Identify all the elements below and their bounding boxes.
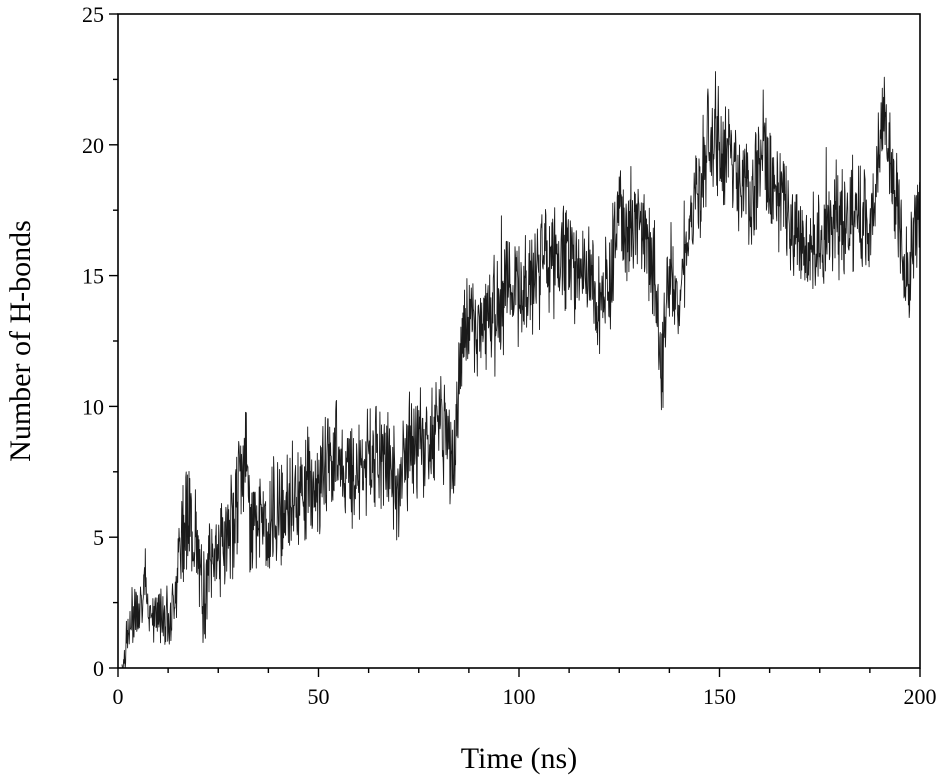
x-tick-label: 200 <box>904 684 937 709</box>
x-tick-label: 50 <box>308 684 330 709</box>
plot-area <box>121 71 921 669</box>
x-tick-label: 0 <box>113 684 124 709</box>
x-tick-label: 100 <box>503 684 536 709</box>
x-tick-label: 150 <box>703 684 736 709</box>
y-tick-label: 25 <box>82 2 104 27</box>
tick-labels: 0 50 100 150 200 0 5 10 15 20 25 <box>82 2 937 709</box>
y-tick-label: 5 <box>93 525 104 550</box>
ticks <box>109 13 921 677</box>
plot-frame <box>117 13 921 669</box>
y-tick-label: 20 <box>82 133 104 158</box>
y-tick-label: 10 <box>82 394 104 419</box>
y-axis-title: Number of H-bonds <box>4 220 37 462</box>
series-line-h-bonds <box>121 71 921 669</box>
y-tick-label: 0 <box>93 656 104 681</box>
y-tick-label: 15 <box>82 264 104 289</box>
x-axis-title: Time (ns) <box>461 742 577 775</box>
